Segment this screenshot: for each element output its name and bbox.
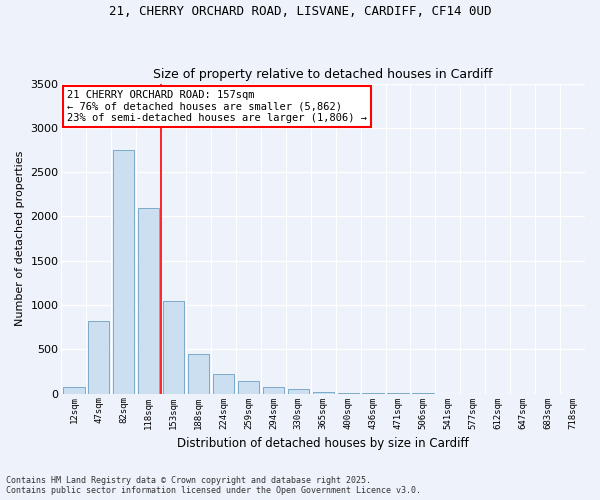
Text: 21 CHERRY ORCHARD ROAD: 157sqm
← 76% of detached houses are smaller (5,862)
23% : 21 CHERRY ORCHARD ROAD: 157sqm ← 76% of … xyxy=(67,90,367,123)
Bar xyxy=(238,381,259,394)
Bar xyxy=(263,386,284,394)
Bar xyxy=(188,354,209,394)
Bar xyxy=(138,208,160,394)
Text: Contains HM Land Registry data © Crown copyright and database right 2025.
Contai: Contains HM Land Registry data © Crown c… xyxy=(6,476,421,495)
Text: 21, CHERRY ORCHARD ROAD, LISVANE, CARDIFF, CF14 0UD: 21, CHERRY ORCHARD ROAD, LISVANE, CARDIF… xyxy=(109,5,491,18)
Bar xyxy=(313,392,334,394)
Bar xyxy=(163,300,184,394)
Y-axis label: Number of detached properties: Number of detached properties xyxy=(15,151,25,326)
Bar xyxy=(338,392,359,394)
Bar xyxy=(64,387,85,394)
Bar xyxy=(213,374,234,394)
Title: Size of property relative to detached houses in Cardiff: Size of property relative to detached ho… xyxy=(154,68,493,81)
Bar xyxy=(113,150,134,394)
Bar xyxy=(88,320,109,394)
X-axis label: Distribution of detached houses by size in Cardiff: Distribution of detached houses by size … xyxy=(178,437,469,450)
Bar xyxy=(288,389,309,394)
